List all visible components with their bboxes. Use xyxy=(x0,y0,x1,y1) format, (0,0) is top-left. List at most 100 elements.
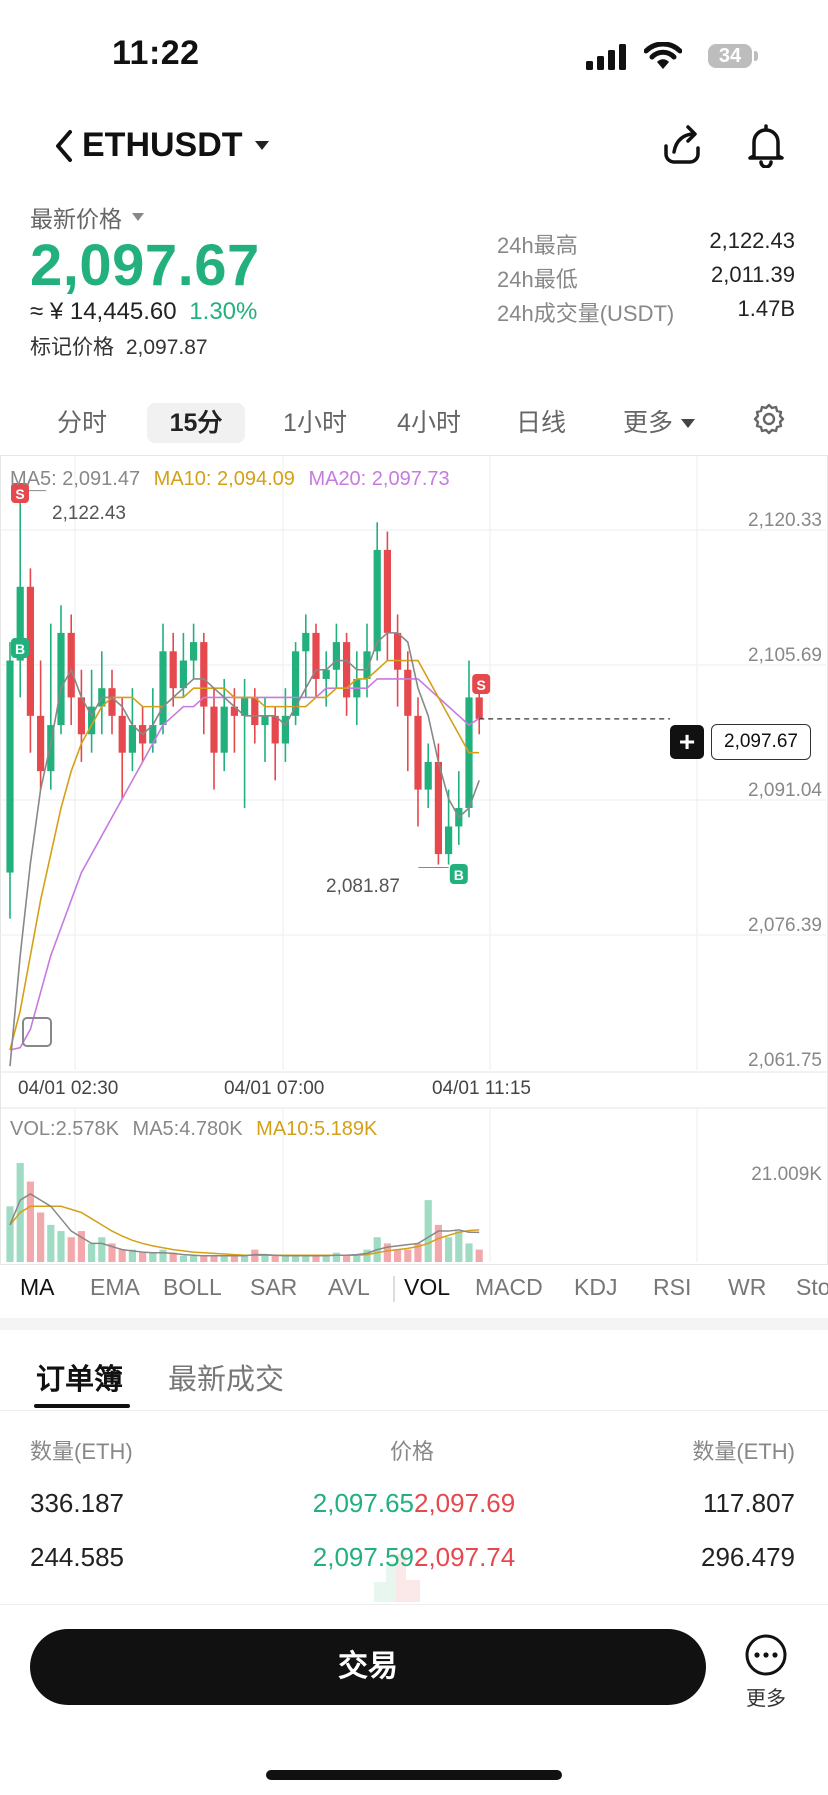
signal-icon xyxy=(586,44,626,70)
volume-bar xyxy=(169,1252,177,1262)
share-icon[interactable] xyxy=(660,122,704,168)
volume-bar xyxy=(210,1255,218,1262)
volume-bar xyxy=(77,1231,85,1262)
volume-bar xyxy=(322,1255,330,1262)
header-price: 价格 xyxy=(390,1439,435,1464)
candle-body xyxy=(424,761,432,790)
tab-interval-15m[interactable]: 15分 xyxy=(147,403,245,443)
candle-body xyxy=(118,715,126,753)
volume-bar xyxy=(88,1243,96,1262)
ma5-legend: MA5: 2,091.47 xyxy=(10,468,141,490)
chevron-down-icon xyxy=(132,213,144,221)
last-price: 2,097.67 xyxy=(30,233,260,298)
current-price-label: 2,097.67 xyxy=(724,731,798,752)
volume-bar xyxy=(98,1237,106,1262)
stat-label-high: 24h最高 xyxy=(497,233,578,258)
candle-body xyxy=(322,669,330,679)
candle-body xyxy=(108,688,116,716)
x-tick: 04/01 07:00 xyxy=(224,1078,325,1099)
ask-price-row1[interactable]: 2,097.69 xyxy=(414,1488,516,1518)
candle-body xyxy=(230,706,238,716)
volume-bar xyxy=(6,1206,14,1262)
tab-interval-more[interactable]: 更多 xyxy=(614,403,704,443)
indicator-overflow-clip: StochRSI xyxy=(790,1270,828,1306)
candle-body xyxy=(88,706,96,735)
latest-price-selector[interactable]: 最新价格 xyxy=(30,200,144,234)
mark-price-line: 标记价格 2,097.87 xyxy=(30,331,208,361)
volume-bar xyxy=(190,1255,198,1262)
bid-price-row1[interactable]: 2,097.65 xyxy=(312,1488,414,1518)
chevron-down-icon xyxy=(254,141,269,150)
tab-latest-trades[interactable]: 最新成交 xyxy=(168,1364,285,1396)
tab-interval-line[interactable]: 分时 xyxy=(56,409,107,437)
tab-order-book[interactable]: 订单簿 xyxy=(36,1364,124,1396)
indicator-stochrsi[interactable]: StochRSI xyxy=(796,1274,828,1300)
vol-ma5-line xyxy=(9,1193,480,1257)
buy-signal-badge xyxy=(449,864,468,884)
more-label: 更多 xyxy=(746,1688,786,1710)
more-icon[interactable] xyxy=(744,1633,788,1677)
indicator-vol[interactable]: VOL xyxy=(404,1274,451,1300)
bell-icon[interactable] xyxy=(744,122,788,168)
crosshair-plus-button[interactable]: + xyxy=(670,725,704,759)
candle-body xyxy=(343,642,351,698)
indicator-sar[interactable]: SAR xyxy=(250,1274,298,1300)
chevron-down-icon xyxy=(681,418,695,428)
bid-price-row2[interactable]: 2,097.59 xyxy=(312,1542,414,1572)
ma10-legend: MA10: 2,094.09 xyxy=(153,468,295,490)
volume-bar xyxy=(332,1252,340,1262)
candle-body xyxy=(67,632,75,698)
candle-body xyxy=(6,660,14,873)
vol-ma10: MA10:5.189K xyxy=(256,1118,378,1140)
back-icon[interactable] xyxy=(52,126,76,166)
volume-bar xyxy=(424,1200,432,1262)
indicator-boll[interactable]: BOLL xyxy=(163,1274,222,1300)
volume-bar xyxy=(455,1231,463,1262)
candle-body xyxy=(220,706,228,753)
candle-body xyxy=(190,642,198,661)
tab-interval-4h[interactable]: 4小时 xyxy=(397,409,461,437)
tab-interval-1d[interactable]: 日线 xyxy=(515,409,566,437)
volume-bar xyxy=(139,1252,147,1262)
ask-qty-row1: 117.807 xyxy=(702,1488,795,1518)
cny-price: ≈ ¥ 14,445.60 xyxy=(30,298,177,325)
y-tick: 2,091.04 xyxy=(748,780,822,801)
volume-bar xyxy=(281,1255,289,1262)
ask-price-row2[interactable]: 2,097.74 xyxy=(414,1542,516,1572)
candle-body xyxy=(26,586,34,716)
volume-bar xyxy=(149,1252,157,1262)
candle-body xyxy=(37,715,45,772)
buy-signal-badge-text: B xyxy=(15,641,25,657)
indicator-avl[interactable]: AVL xyxy=(328,1274,370,1300)
fullscreen-icon[interactable] xyxy=(22,1017,52,1047)
latest-price-label: 最新价格 xyxy=(30,206,122,232)
indicator-rsi[interactable]: RSI xyxy=(653,1274,692,1300)
vol-legend: VOL:2.578K MA5:4.780K MA10:5.189K xyxy=(10,1118,377,1141)
candle-body xyxy=(302,632,310,652)
candle-body xyxy=(261,715,269,726)
candle-body xyxy=(57,632,65,726)
indicator-wr[interactable]: WR xyxy=(728,1274,767,1300)
kline-chart[interactable]: S B S B xyxy=(0,455,828,1265)
volume-bar xyxy=(47,1224,55,1262)
candle-body xyxy=(312,632,320,679)
candle-body xyxy=(210,706,218,753)
candle-body xyxy=(383,549,391,633)
trade-button[interactable]: 交易 xyxy=(30,1629,706,1705)
indicator-macd[interactable]: MACD xyxy=(475,1274,543,1300)
depth-bar-ask xyxy=(406,1580,420,1602)
x-tick: 04/01 11:15 xyxy=(432,1078,531,1099)
gear-icon[interactable] xyxy=(752,402,786,436)
indicator-ma[interactable]: MA xyxy=(20,1274,55,1300)
volume-bar xyxy=(292,1255,300,1262)
vol-ma5: MA5:4.780K xyxy=(132,1118,243,1140)
depth-bar-bid xyxy=(386,1562,396,1602)
volume-bar xyxy=(57,1231,65,1262)
indicator-ema[interactable]: EMA xyxy=(90,1274,140,1300)
indicator-kdj[interactable]: KDJ xyxy=(574,1274,618,1300)
volume-bar xyxy=(312,1255,320,1262)
pair-selector[interactable]: ETHUSDT xyxy=(82,126,269,165)
tab-interval-1h[interactable]: 1小时 xyxy=(283,409,347,437)
active-tab-indicator xyxy=(34,1404,130,1408)
candle-body xyxy=(281,715,289,744)
